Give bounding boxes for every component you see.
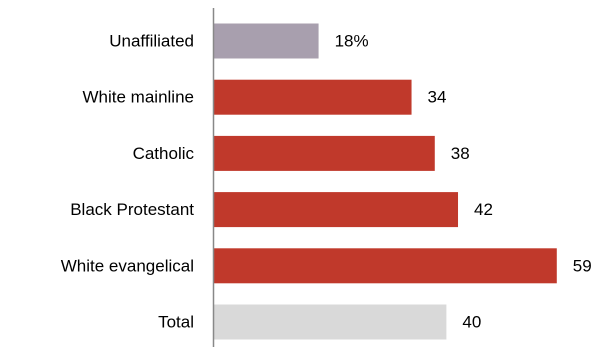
bar-catholic bbox=[214, 135, 435, 171]
bar-unaffiliated bbox=[214, 23, 319, 59]
bar-white-mainline bbox=[214, 79, 412, 115]
value-labels-layer: 18% 34 38 42 59 40 bbox=[335, 32, 592, 332]
category-label: Unaffiliated bbox=[109, 32, 194, 51]
value-label: 42 bbox=[474, 200, 493, 219]
value-label: 59 bbox=[573, 256, 592, 275]
value-label: 38 bbox=[451, 144, 470, 163]
category-label: White mainline bbox=[83, 88, 195, 107]
value-label: 34 bbox=[428, 88, 447, 107]
value-label: 40 bbox=[462, 313, 481, 332]
category-label: Total bbox=[158, 313, 194, 332]
bar-black-protestant bbox=[214, 192, 459, 228]
bar-white-evangelical bbox=[214, 248, 557, 284]
category-label: Catholic bbox=[133, 144, 195, 163]
category-label: White evangelical bbox=[61, 256, 194, 275]
bar-total bbox=[214, 304, 447, 340]
category-label: Black Protestant bbox=[70, 200, 194, 219]
category-labels-layer: Unaffiliated White mainline Catholic Black … bbox=[61, 32, 195, 332]
bars-layer bbox=[214, 23, 557, 340]
value-label: 18% bbox=[335, 32, 369, 51]
